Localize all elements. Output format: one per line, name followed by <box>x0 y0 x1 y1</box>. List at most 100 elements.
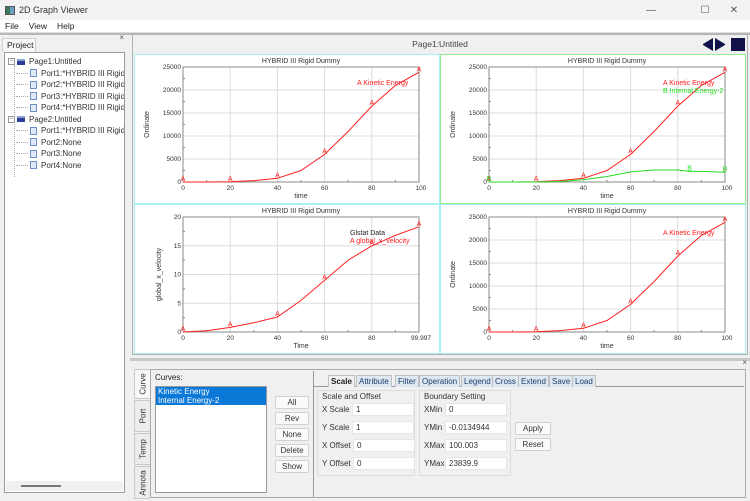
svg-text:A: A <box>181 176 186 183</box>
tree-node-port[interactable]: Port1:*HYBRID III Rigid <box>8 68 124 80</box>
svg-text:20000: 20000 <box>163 87 181 94</box>
apply-button[interactable]: Apply <box>515 422 551 435</box>
chart-title: HYBRID III Rigid Dummy <box>568 208 647 215</box>
curves-label: Curves: <box>155 373 183 382</box>
arrow-right-icon <box>715 38 729 51</box>
svg-text:A: A <box>487 326 492 333</box>
maximize-button[interactable]: ☐ <box>689 0 721 20</box>
chart-port3[interactable]: HYBRID III Rigid Dummy 0 20 40 60 80 99.997 0 5 1… <box>134 204 440 354</box>
tree-node-port[interactable]: Port2:None <box>8 137 124 149</box>
legend-entry: Glstat Data <box>350 230 385 237</box>
svg-text:15: 15 <box>174 243 182 250</box>
svg-text:A: A <box>369 240 374 247</box>
page-icon <box>17 58 25 65</box>
y-offset-input[interactable]: 0 <box>353 457 415 470</box>
svg-text:0: 0 <box>177 179 181 186</box>
y-scale-input[interactable]: 1 <box>352 421 414 434</box>
boundary-group: Boundary Setting XMin 0 YMin -0.0134944 XM… <box>419 390 511 476</box>
svg-text:A: A <box>369 100 374 107</box>
side-tab-port[interactable]: Port <box>134 400 150 432</box>
x-offset-input[interactable]: 0 <box>353 439 415 452</box>
svg-text:0: 0 <box>181 335 185 342</box>
prev-page-button[interactable] <box>699 38 713 51</box>
tree-node-port[interactable]: Port3:*HYBRID III Rigid <box>8 91 124 103</box>
delete-button[interactable]: Delete <box>275 444 309 457</box>
curve-select-buttons: All Rev None Delete Show <box>275 396 309 476</box>
tab-scale[interactable]: Scale <box>328 375 355 387</box>
svg-text:A: A <box>275 172 280 179</box>
series-line <box>489 221 726 333</box>
curve-tab-content: Curves: Kinetic Energy Internal Energy-2… <box>150 369 746 498</box>
collapse-icon[interactable]: − <box>8 115 15 123</box>
rev-button[interactable]: Rev <box>275 412 309 425</box>
chart-port2[interactable]: HYBRID III Rigid Dummy 0 20 40 60 80 100 0 5000 1… <box>440 54 746 204</box>
chart-port4[interactable]: HYBRID III Rigid Dummy 0 20 40 60 80 100 0 5000 1… <box>440 204 746 354</box>
tree-node-port[interactable]: Port3:None <box>8 148 124 160</box>
graph-area: Page1:Untitled HYBRID III Rigid Dummy 0 20… <box>132 34 748 355</box>
ymax-input[interactable]: 23839.9 <box>445 457 507 470</box>
next-page-button[interactable] <box>715 38 729 51</box>
menu-file[interactable]: File <box>5 21 19 31</box>
tree-node-port[interactable]: Port4:None <box>8 160 124 172</box>
tab-attribute[interactable]: Attribute <box>356 375 392 387</box>
tab-cross[interactable]: Cross <box>492 375 519 387</box>
x-scale-input[interactable]: 1 <box>352 403 414 416</box>
tab-project[interactable]: Project <box>2 38 36 52</box>
minimize-button[interactable]: — <box>635 0 667 20</box>
curve-item[interactable]: Kinetic Energy <box>156 387 266 396</box>
svg-text:100: 100 <box>416 185 427 192</box>
minimize-icon: — <box>646 4 656 16</box>
chart-port1[interactable]: HYBRID III Rigid Dummy 0 20 40 60 80 100 0 5000 1… <box>134 54 440 204</box>
tree-horizontal-scrollbar[interactable] <box>6 481 123 491</box>
tab-legend[interactable]: Legend <box>461 375 494 387</box>
none-button[interactable]: None <box>275 428 309 441</box>
svg-text:B: B <box>487 176 492 183</box>
legend-entry: A Kinetic Energy <box>663 230 715 237</box>
scrollbar-thumb[interactable] <box>21 485 61 487</box>
tab-operation[interactable]: Operation <box>419 375 461 387</box>
tab-load[interactable]: Load <box>572 375 596 387</box>
stop-button[interactable] <box>731 38 745 51</box>
legend-entry: A global_x_velocity <box>350 238 410 245</box>
side-tab-curve[interactable]: Curve <box>134 369 150 399</box>
svg-text:60: 60 <box>321 335 329 342</box>
curves-list[interactable]: Kinetic Energy Internal Energy-2 <box>155 386 267 493</box>
collapse-icon[interactable]: − <box>8 58 15 66</box>
svg-text:0: 0 <box>487 335 491 342</box>
tree-node-page1[interactable]: − Page1:Untitled <box>8 57 82 66</box>
close-button[interactable]: ✕ <box>718 0 750 20</box>
svg-text:10000: 10000 <box>469 133 487 140</box>
tree-node-page2[interactable]: − Page2:Untitled <box>8 114 82 124</box>
tree-node-port[interactable]: Port1:*HYBRID III Rigid <box>8 125 124 137</box>
x-axis-label: time <box>294 193 307 200</box>
tab-save[interactable]: Save <box>549 375 574 387</box>
xmin-row: XMin 0 <box>424 403 507 416</box>
reset-button[interactable]: Reset <box>515 438 551 451</box>
svg-text:5000: 5000 <box>473 156 488 163</box>
xmin-input[interactable]: 0 <box>445 403 507 416</box>
bottom-panel-close-icon[interactable]: × <box>742 358 747 367</box>
project-panel-close-icon[interactable]: × <box>119 33 124 42</box>
menu-help[interactable]: Help <box>56 21 75 31</box>
svg-text:A: A <box>487 176 492 183</box>
tree-node-port[interactable]: Port4:*HYBRID III Rigid <box>8 102 124 114</box>
y-offset-row: Y Offset 0 <box>322 457 415 470</box>
ymin-input[interactable]: -0.0134944 <box>445 421 507 434</box>
chart-title: HYBRID III Rigid Dummy <box>262 58 341 65</box>
tab-filter[interactable]: Filter <box>395 375 419 387</box>
svg-text:A: A <box>417 221 422 228</box>
side-tabs: Curve Port Temp Annota <box>134 369 150 499</box>
tab-extend[interactable]: Extend <box>518 375 549 387</box>
curve-item[interactable]: Internal Energy-2 <box>156 396 266 405</box>
svg-text:60: 60 <box>321 185 329 192</box>
side-tab-temp[interactable]: Temp <box>134 433 150 465</box>
menu-view[interactable]: View <box>28 21 47 31</box>
all-button[interactable]: All <box>275 396 309 409</box>
svg-text:10000: 10000 <box>469 283 487 290</box>
svg-text:25000: 25000 <box>469 214 487 221</box>
xmax-input[interactable]: 100.003 <box>445 439 507 452</box>
show-button[interactable]: Show <box>275 460 309 473</box>
tree-node-port[interactable]: Port2:*HYBRID III Rigid <box>8 79 124 91</box>
svg-text:A: A <box>723 66 728 73</box>
side-tab-annota[interactable]: Annota <box>134 466 150 499</box>
